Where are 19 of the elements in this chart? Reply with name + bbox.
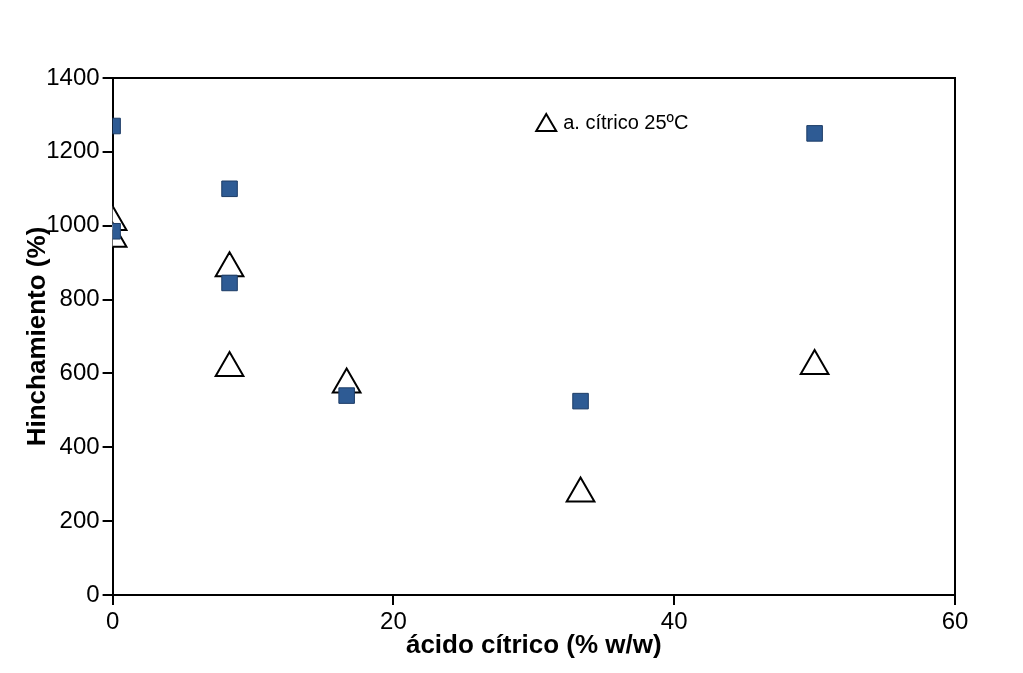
- y-tick-label: 0: [86, 579, 100, 607]
- x-axis-title: ácido cítrico (% w/w): [405, 628, 662, 659]
- x-tick-label: 60: [941, 607, 969, 635]
- x-tick-label: 20: [380, 607, 407, 635]
- y-tick-label: 1400: [46, 62, 100, 90]
- legend-label: a. cítrico 25ºC: [563, 110, 689, 133]
- point: [221, 180, 238, 198]
- x-tick-label: 40: [660, 607, 688, 635]
- y-tick-label: 1200: [46, 136, 100, 164]
- y-tick-label: 600: [59, 358, 100, 386]
- point: [214, 350, 245, 377]
- y-tick-label: 200: [59, 505, 100, 533]
- y-tick-label: 800: [59, 284, 100, 312]
- point: [221, 274, 238, 292]
- y-tick-label: 400: [59, 431, 100, 459]
- x-tick-label: 0: [105, 607, 120, 635]
- point: [806, 125, 823, 142]
- point: [565, 476, 596, 503]
- point: [799, 349, 830, 376]
